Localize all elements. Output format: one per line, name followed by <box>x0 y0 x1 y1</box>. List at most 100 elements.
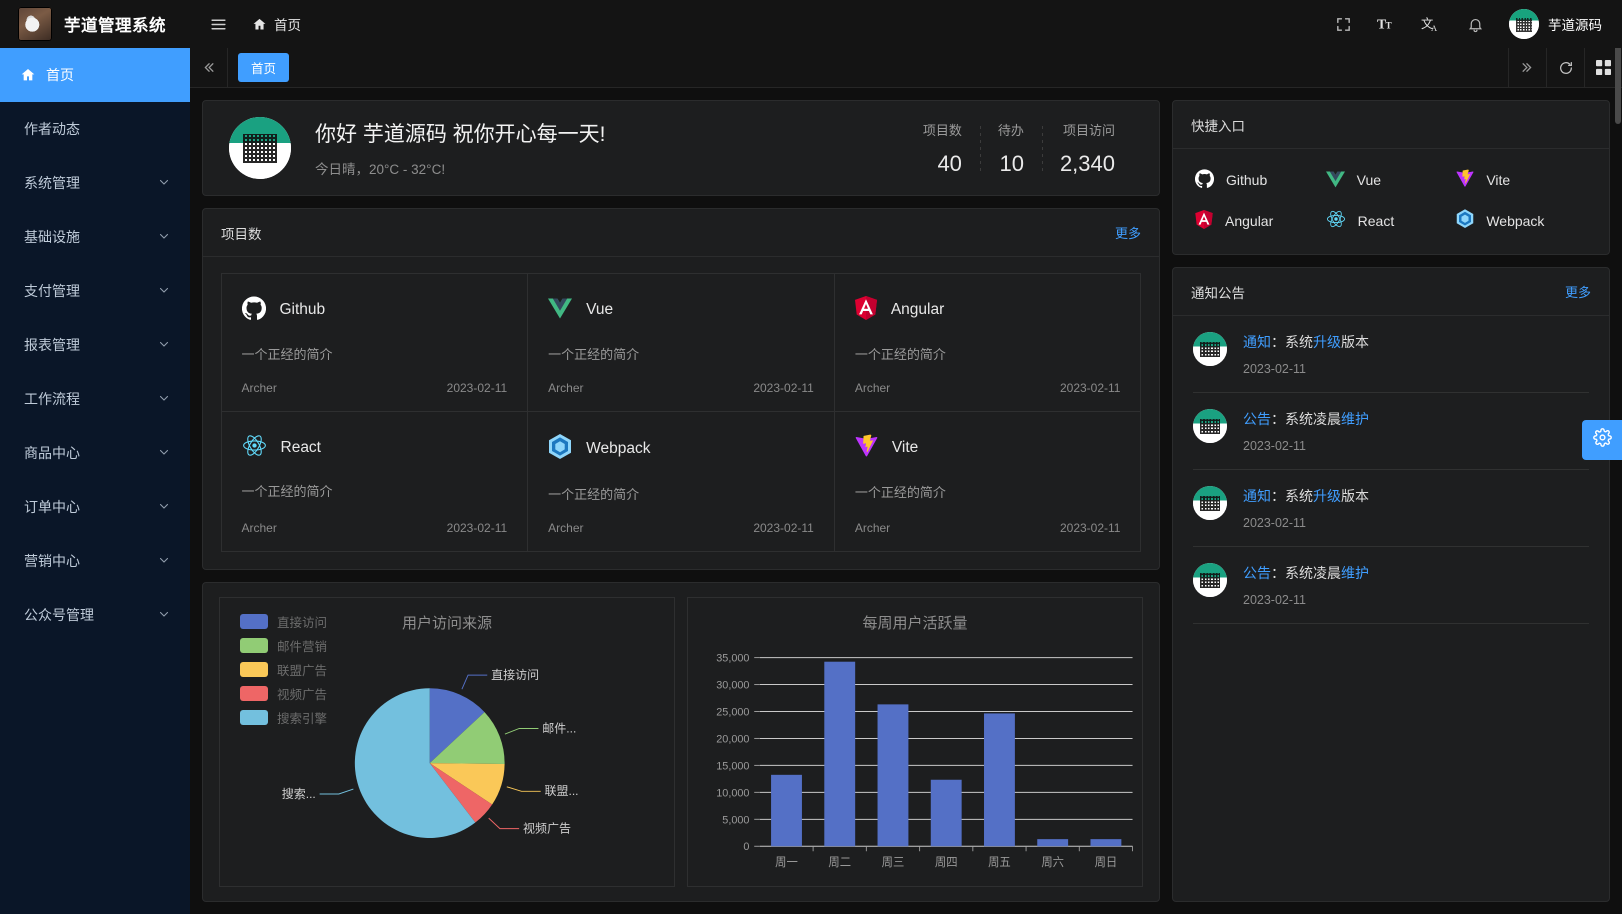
sidebar-item-label: 支付管理 <box>24 283 80 299</box>
legend-item[interactable]: 视频广告 <box>240 684 327 703</box>
scrollbar-thumb[interactable] <box>1615 4 1621 124</box>
notice-avatar <box>1193 563 1227 597</box>
project-date: 2023-02-11 <box>1059 380 1121 395</box>
notice-item[interactable]: 通知：系统升级版本 2023-02-11 <box>1193 470 1589 547</box>
font-size-icon[interactable]: T T <box>1365 0 1409 48</box>
notice-highlight: 维护 <box>1341 565 1369 581</box>
quick-link-webpack[interactable]: Webpack <box>1456 209 1587 232</box>
sidebar-item-system-management[interactable]: 系统管理 <box>0 156 190 210</box>
sidebar-item-payment-management[interactable]: 支付管理 <box>0 264 190 318</box>
legend-label: 视频广告 <box>277 688 328 702</box>
sidebar-item-product-center[interactable]: 商品中心 <box>0 426 190 480</box>
bar[interactable] <box>824 661 856 847</box>
legend-item[interactable]: 搜索引擎 <box>240 708 327 727</box>
projects-more-link[interactable]: 更多 <box>1114 226 1141 241</box>
fullscreen-icon[interactable] <box>1321 0 1365 48</box>
notice-item[interactable]: 公告：系统凌晨维护 2023-02-11 <box>1193 547 1589 624</box>
bell-icon[interactable] <box>1453 0 1497 48</box>
sidebar-item-label: 订单中心 <box>24 499 80 515</box>
project-card[interactable]: Github 一个正经的简介 Archer 2023-02-11 <box>220 272 529 412</box>
legend-item[interactable]: 联盟广告 <box>240 660 327 679</box>
notices-card: 通知公告 更多 通知：系统升级版本 2023-02-11 <box>1172 267 1610 902</box>
tab-home[interactable]: 首页 <box>238 53 290 82</box>
double-chevron-right-icon[interactable] <box>1508 48 1546 87</box>
sidebar-item-home[interactable]: 首页 <box>0 48 190 102</box>
bar[interactable] <box>771 774 802 847</box>
y-axis-label: 20,000 <box>716 733 749 745</box>
bar[interactable] <box>877 704 909 847</box>
welcome-banner: 你好 芋道源码 祝你开心每一天! 今日晴，20°C - 32°C! 项目数 40… <box>202 100 1160 196</box>
quick-link-react[interactable]: React <box>1326 209 1457 232</box>
bar[interactable] <box>984 713 1015 847</box>
project-name: Webpack <box>586 440 651 457</box>
chevron-down-icon <box>158 391 170 407</box>
quick-link-label: Angular <box>1225 212 1274 229</box>
svg-text:A: A <box>1431 23 1438 33</box>
bar-chart-panel: 每周用户活跃量 0 5,000 10,000 15,000 20,000 25,000 30… <box>687 597 1143 887</box>
project-date: 2023-02-11 <box>446 380 508 395</box>
pie-slice[interactable] <box>429 712 505 764</box>
project-card[interactable]: Angular 一个正经的简介 Archer 2023-02-11 <box>833 272 1142 412</box>
breadcrumb: 首页 <box>252 14 301 34</box>
brand-logo[interactable]: 芋道管理系统 <box>0 7 198 41</box>
user-menu[interactable]: 芋道源码 <box>1497 9 1608 39</box>
project-card[interactable]: React 一个正经的简介 Archer 2023-02-11 <box>220 410 529 552</box>
quick-link-angular[interactable]: Angular <box>1195 209 1326 232</box>
pie-callout-label: 视频广告 <box>523 820 571 835</box>
quick-link-vue[interactable]: Vue <box>1325 169 1457 191</box>
breadcrumb-home-label[interactable]: 首页 <box>274 18 301 33</box>
github-icon <box>241 295 266 325</box>
notice-type: 公告 <box>1243 565 1271 581</box>
sidebar-item-marketing-center[interactable]: 营销中心 <box>0 534 190 588</box>
chevron-down-icon <box>158 337 170 353</box>
notice-date: 2023-02-11 <box>1243 516 1307 530</box>
hamburger-icon[interactable] <box>198 0 238 48</box>
notices-more-link[interactable]: 更多 <box>1564 285 1591 300</box>
notice-date: 2023-02-11 <box>1243 439 1307 453</box>
chevron-down-icon <box>158 499 170 515</box>
pie-callout-line <box>461 674 488 690</box>
y-axis-label: 5,000 <box>722 814 749 826</box>
sidebar-item-workflow[interactable]: 工作流程 <box>0 372 190 426</box>
pie-slice[interactable] <box>429 763 493 823</box>
svg-text:文: 文 <box>1421 16 1433 31</box>
page-scrollbar[interactable] <box>1615 0 1621 914</box>
notice-date: 2023-02-11 <box>1243 593 1307 607</box>
notice-item[interactable]: 公告：系统凌晨维护 2023-02-11 <box>1193 393 1589 470</box>
project-card[interactable]: Webpack 一个正经的简介 Archer 2023-02-11 <box>527 410 835 552</box>
bar[interactable] <box>1037 839 1069 847</box>
project-author: Archer <box>854 380 891 395</box>
sidebar-item-label: 公众号管理 <box>24 607 94 623</box>
sidebar-item-order-center[interactable]: 订单中心 <box>0 480 190 534</box>
quick-link-vite[interactable]: Vite <box>1456 169 1587 191</box>
double-chevron-left-icon[interactable] <box>190 48 228 87</box>
pie-slice[interactable] <box>429 688 485 764</box>
project-card[interactable]: Vue 一个正经的简介 Archer 2023-02-11 <box>527 272 835 412</box>
notice-item[interactable]: 通知：系统升级版本 2023-02-11 <box>1193 316 1589 393</box>
pie-slice[interactable] <box>354 688 476 838</box>
refresh-icon[interactable] <box>1546 48 1584 87</box>
notice-title: 公告：系统凌晨维护 <box>1243 563 1589 583</box>
legend-item[interactable]: 邮件营销 <box>240 636 327 655</box>
sidebar-item-infrastructure[interactable]: 基础设施 <box>0 210 190 264</box>
quick-link-label: Webpack <box>1486 212 1545 229</box>
notices-list: 通知：系统升级版本 2023-02-11 公告：系统凌晨维护 <box>1173 316 1609 624</box>
project-card[interactable]: Vite 一个正经的简介 Archer 2023-02-11 <box>833 410 1142 552</box>
project-date: 2023-02-11 <box>753 380 814 395</box>
translate-icon[interactable]: 文 A <box>1409 0 1453 48</box>
welcome-greeting: 你好 芋道源码 祝你开心每一天! <box>315 123 606 146</box>
settings-fab[interactable] <box>1582 420 1622 460</box>
sidebar-item-report-management[interactable]: 报表管理 <box>0 318 190 372</box>
project-desc: 一个正经的简介 <box>548 486 640 502</box>
bar[interactable] <box>1090 839 1122 847</box>
notice-mid: ：系统 <box>1271 488 1313 504</box>
pie-slice[interactable] <box>429 763 505 805</box>
sidebar-item-author-news[interactable]: 作者动态 <box>0 102 190 156</box>
quick-link-github[interactable]: Github <box>1194 169 1326 191</box>
legend-item[interactable]: 直接访问 <box>240 612 327 631</box>
sidebar-item-official-account-management[interactable]: 公众号管理 <box>0 588 190 642</box>
projects-title: 项目数 <box>221 226 262 242</box>
bar[interactable] <box>930 779 962 847</box>
project-date: 2023-02-11 <box>1059 520 1121 535</box>
grid-layout-icon[interactable] <box>1584 48 1622 87</box>
